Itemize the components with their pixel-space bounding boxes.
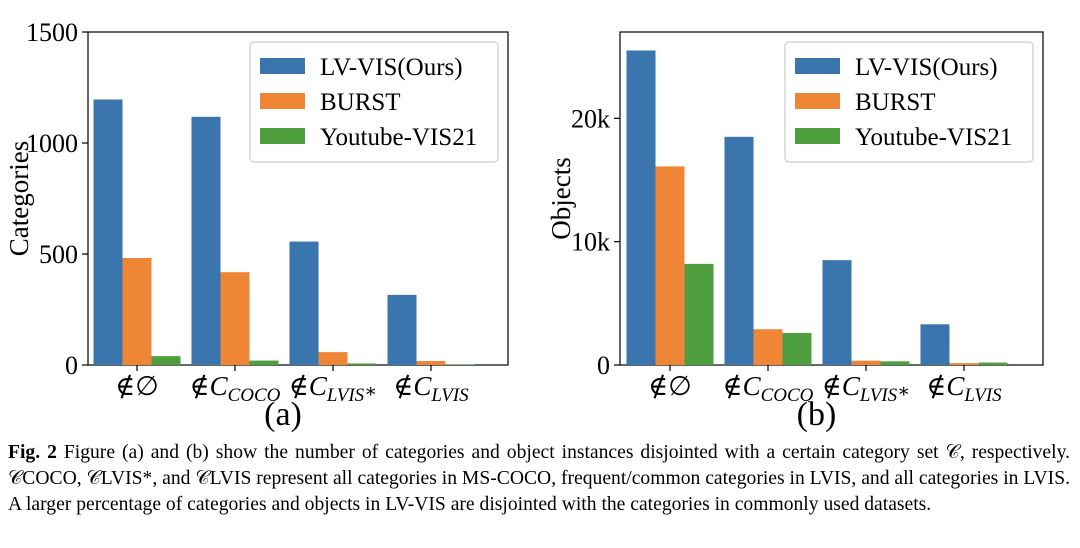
x-tick-label-1-0: ∉∅ — [648, 371, 692, 401]
y-axis-label-1: Objects — [546, 157, 576, 239]
legend-box-0 — [249, 41, 499, 163]
bar-1-3-1 — [949, 363, 979, 365]
bar-0-1-0 — [191, 116, 221, 365]
bar-0-1-2 — [249, 360, 279, 365]
legend-label-0-2: Youtube-VIS21 — [320, 124, 477, 151]
svg-text:∉CLVIS: ∉CLVIS — [393, 371, 469, 406]
y-tick-label-0-0: 0 — [65, 351, 78, 380]
legend-label-0-0: LV-VIS(Ours) — [320, 54, 463, 81]
svg-text:∉CCOCO: ∉CCOCO — [190, 371, 281, 406]
caption-text: Figure (a) and (b) show the number of ca… — [8, 442, 1070, 515]
legend-1: LV-VIS(Ours) BURST Youtube-VIS21 — [784, 41, 1034, 163]
legend-swatch-0-0 — [260, 58, 305, 74]
y-axis-label-0: Categories — [4, 141, 34, 256]
x-tick-label-0-3: ∉CLVIS — [393, 371, 469, 406]
bar-0-0-0 — [93, 99, 123, 365]
legend-swatch-0-2 — [260, 128, 305, 144]
x-tick-label-0-0: ∉∅ — [115, 371, 159, 401]
panel-label-0: (a) — [264, 396, 302, 432]
legend-0: LV-VIS(Ours) BURST Youtube-VIS21 — [249, 41, 499, 163]
y-tick-label-1-1: 10k — [571, 228, 610, 257]
y-tick-label-1-2: 20k — [571, 104, 610, 133]
bar-1-0-2 — [684, 263, 714, 365]
legend-label-1-1: BURST — [855, 89, 936, 116]
legend-label-0-1: BURST — [320, 89, 401, 116]
bar-1-2-0 — [822, 260, 852, 365]
chart-panel-1: 0 10k 20k Objects ∉∅ ∉CCOCO ∉CLVIS∗ ∉CLVIS (b) LV… — [546, 31, 1044, 432]
figure-caption: Fig. 2 Figure (a) and (b) show the numbe… — [8, 440, 1070, 518]
svg-text:∉CLVIS∗: ∉CLVIS∗ — [822, 371, 910, 406]
bar-1-2-1 — [851, 360, 881, 365]
legend-label-1-2: Youtube-VIS21 — [855, 124, 1012, 151]
y-tick-label-1-0: 0 — [597, 351, 610, 380]
svg-text:∉∅: ∉∅ — [115, 371, 159, 401]
y-tick-label-0-3: 1500 — [26, 18, 78, 47]
bar-0-0-1 — [122, 257, 152, 365]
x-tick-label-1-1: ∉CCOCO — [723, 371, 814, 406]
x-tick-label-1-2: ∉CLVIS∗ — [822, 371, 910, 406]
svg-text:∉CLVIS∗: ∉CLVIS∗ — [289, 371, 377, 406]
caption-label: Fig. 2 — [8, 442, 57, 463]
legend-swatch-0-1 — [260, 93, 305, 109]
panel-label-1: (b) — [797, 396, 837, 432]
legend-label-1-0: LV-VIS(Ours) — [855, 54, 998, 81]
bar-1-1-2 — [782, 332, 812, 365]
bar-0-3-1 — [416, 361, 446, 365]
bar-0-1-1 — [220, 272, 250, 365]
svg-text:∉CLVIS: ∉CLVIS — [926, 371, 1002, 406]
bar-1-1-0 — [724, 136, 754, 365]
bar-0-2-1 — [318, 352, 348, 365]
svg-text:∉CCOCO: ∉CCOCO — [723, 371, 814, 406]
bar-1-1-1 — [753, 329, 783, 365]
legend-swatch-1-2 — [795, 128, 840, 144]
legend-swatch-1-1 — [795, 93, 840, 109]
x-tick-label-0-2: ∉CLVIS∗ — [289, 371, 377, 406]
x-tick-label-0-1: ∉CCOCO — [190, 371, 281, 406]
legend-box-1 — [784, 41, 1034, 163]
bar-0-0-2 — [151, 356, 181, 365]
bar-0-2-2 — [347, 363, 377, 365]
y-tick-label-0-2: 1000 — [26, 129, 78, 158]
bar-1-0-1 — [655, 166, 685, 365]
svg-text:∉∅: ∉∅ — [648, 371, 692, 401]
bar-1-2-2 — [880, 361, 910, 365]
bar-1-0-0 — [626, 50, 656, 365]
y-tick-label-0-1: 500 — [39, 240, 78, 269]
bar-1-3-2 — [978, 362, 1008, 365]
bar-1-3-0 — [920, 324, 950, 365]
x-tick-label-1-3: ∉CLVIS — [926, 371, 1002, 406]
legend-swatch-1-0 — [795, 58, 840, 74]
chart-panel-0: 0 500 1000 1500 Categories ∉∅ ∉CCOCO ∉CLVIS∗ ∉CL… — [4, 18, 509, 432]
bar-0-2-0 — [289, 241, 319, 365]
bar-0-3-0 — [387, 294, 417, 365]
